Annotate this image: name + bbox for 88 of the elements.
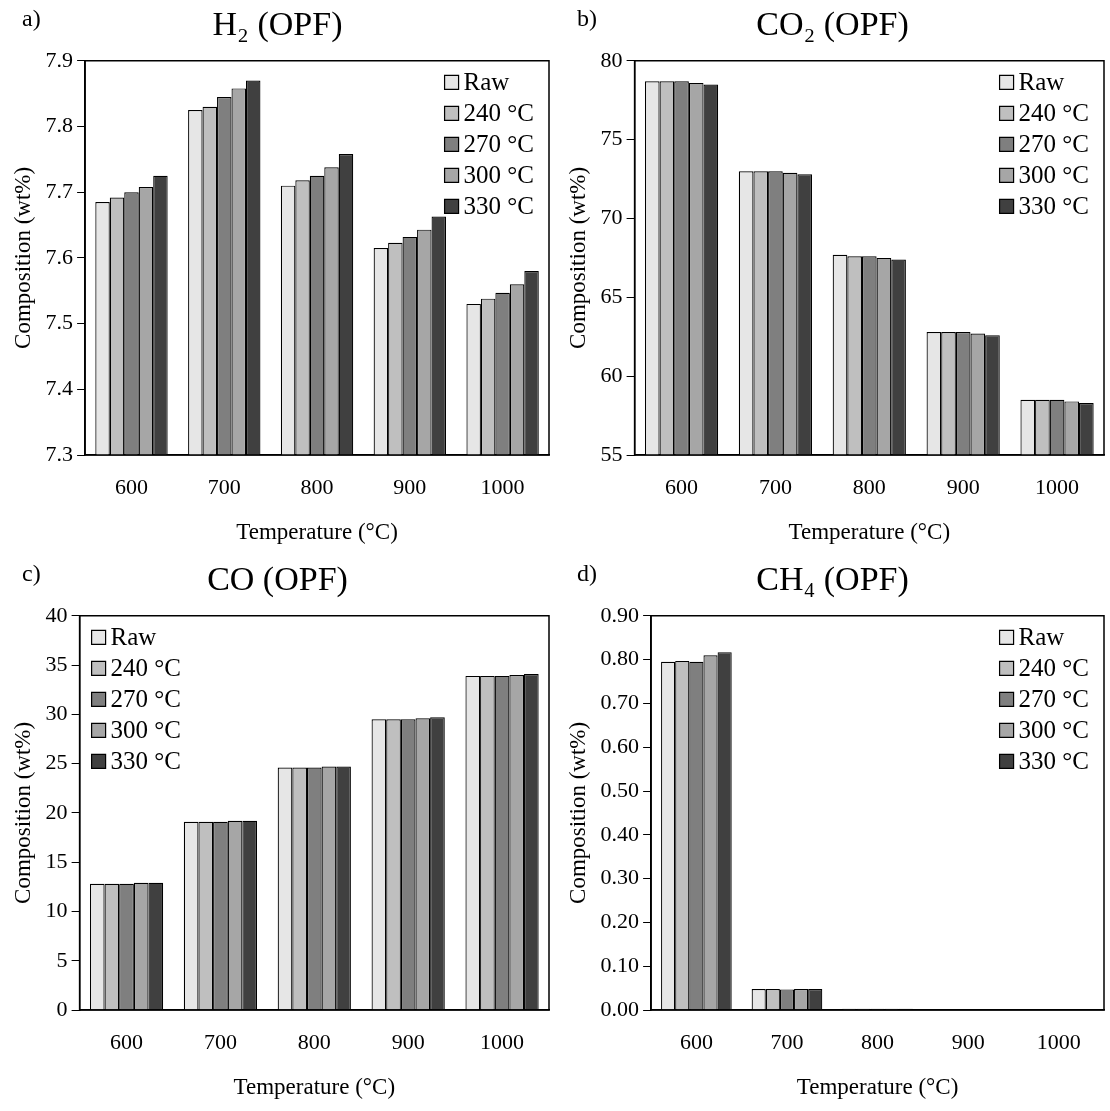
chart-title: CO (OPF) — [207, 560, 348, 599]
x-axis-title: Temperature (°C) — [796, 1074, 959, 1100]
y-tick-label: 10 — [45, 897, 68, 923]
y-axis-title: Composition (wt%) — [564, 721, 590, 904]
legend-label: 270 °C — [110, 684, 182, 712]
y-tick-label: 0.40 — [600, 820, 640, 846]
y-tick-label: 75 — [600, 125, 623, 151]
x-tick-label: 800 — [861, 1028, 895, 1054]
x-tick-label: 900 — [391, 1028, 425, 1054]
x-tick-label: 700 — [770, 1028, 804, 1054]
x-tick-label: 800 — [300, 473, 334, 499]
y-tick-label: 0.60 — [600, 732, 640, 758]
y-tick-label: 5 — [56, 946, 68, 972]
legend-label: 240 °C — [463, 98, 535, 126]
legend-label: Raw — [1018, 67, 1065, 95]
legend-label: 240 °C — [1018, 98, 1090, 126]
chart-title: H₂ (OPF) — [212, 5, 343, 44]
legend-label: 300 °C — [1018, 715, 1090, 743]
legend-label: 300 °C — [110, 715, 182, 743]
text: d) — [577, 560, 597, 587]
y-tick-label: 7.6 — [45, 243, 74, 269]
x-tick-label: 900 — [946, 473, 980, 499]
y-tick-label: 55 — [600, 440, 623, 466]
x-tick-label: 1000 — [480, 473, 525, 499]
x-tick-label: 700 — [207, 473, 241, 499]
y-tick-label: 7.8 — [45, 112, 74, 138]
legend-label: 240 °C — [1018, 653, 1090, 681]
x-tick-label: 800 — [297, 1028, 331, 1054]
x-tick-label: 600 — [665, 473, 699, 499]
x-tick-label: 600 — [114, 473, 148, 499]
y-tick-label: 0.00 — [600, 995, 640, 1021]
chart-title: CH₄ (OPF) — [756, 560, 909, 599]
legend-label: 330 °C — [110, 746, 182, 774]
y-tick-label: 0.90 — [600, 601, 640, 627]
y-tick-label: 15 — [45, 847, 68, 873]
x-tick-label: 800 — [852, 473, 886, 499]
x-axis-title: Temperature (°C) — [233, 1074, 396, 1100]
y-tick-label: 0.50 — [600, 776, 640, 802]
y-tick-label: 25 — [45, 749, 68, 775]
x-tick-label: 900 — [393, 473, 427, 499]
y-tick-label: 70 — [600, 204, 623, 230]
legend-label: 330 °C — [1018, 746, 1090, 774]
legend-label: 300 °C — [1018, 160, 1090, 188]
text: b) — [577, 5, 597, 32]
legend-label: 270 °C — [463, 129, 535, 157]
y-tick-label: 80 — [600, 46, 623, 72]
y-tick-label: 20 — [45, 798, 68, 824]
legend-label: Raw — [463, 67, 510, 95]
y-tick-label: 60 — [600, 361, 623, 387]
x-tick-label: 900 — [951, 1028, 985, 1054]
x-axis-title: Temperature (°C) — [788, 519, 951, 545]
y-tick-label: 0.80 — [600, 645, 640, 671]
x-tick-label: 1000 — [480, 1028, 525, 1054]
legend-label: 300 °C — [463, 160, 535, 188]
y-tick-label: 7.9 — [45, 46, 74, 72]
y-axis-title: Composition (wt%) — [564, 166, 590, 349]
y-tick-label: 7.3 — [45, 440, 74, 466]
legend-label: 270 °C — [1018, 129, 1090, 157]
y-tick-label: 65 — [600, 283, 623, 309]
legend-label: Raw — [1018, 622, 1065, 650]
y-tick-label: 30 — [45, 700, 68, 726]
x-tick-label: 1000 — [1035, 473, 1080, 499]
x-tick-label: 700 — [203, 1028, 237, 1054]
x-tick-label: 600 — [110, 1028, 144, 1054]
chart-title: CO₂ (OPF) — [756, 5, 909, 44]
y-tick-label: 35 — [45, 650, 68, 676]
x-axis-title: Temperature (°C) — [236, 519, 398, 545]
y-tick-label: 0.70 — [600, 689, 640, 715]
text: a) — [22, 5, 41, 32]
y-tick-label: 0.10 — [600, 951, 640, 977]
y-tick-label: 0.30 — [600, 864, 640, 890]
x-tick-label: 1000 — [1036, 1028, 1081, 1054]
y-tick-label: 0 — [56, 995, 68, 1021]
x-tick-label: 700 — [758, 473, 792, 499]
y-tick-label: 7.4 — [45, 375, 74, 401]
legend-label: 240 °C — [110, 653, 182, 681]
y-tick-label: 40 — [45, 601, 68, 627]
legend-label: Raw — [110, 622, 157, 650]
x-tick-label: 600 — [679, 1028, 713, 1054]
legend-label: 270 °C — [1018, 684, 1090, 712]
legend-label: 330 °C — [1018, 191, 1090, 219]
text: c) — [22, 560, 41, 587]
y-axis-title: Composition (wt%) — [9, 721, 35, 904]
y-tick-label: 7.5 — [45, 309, 74, 335]
legend-label: 330 °C — [463, 191, 535, 219]
y-tick-label: 0.20 — [600, 908, 640, 934]
y-axis-title: Composition (wt%) — [9, 166, 35, 349]
y-tick-label: 7.7 — [45, 177, 74, 203]
